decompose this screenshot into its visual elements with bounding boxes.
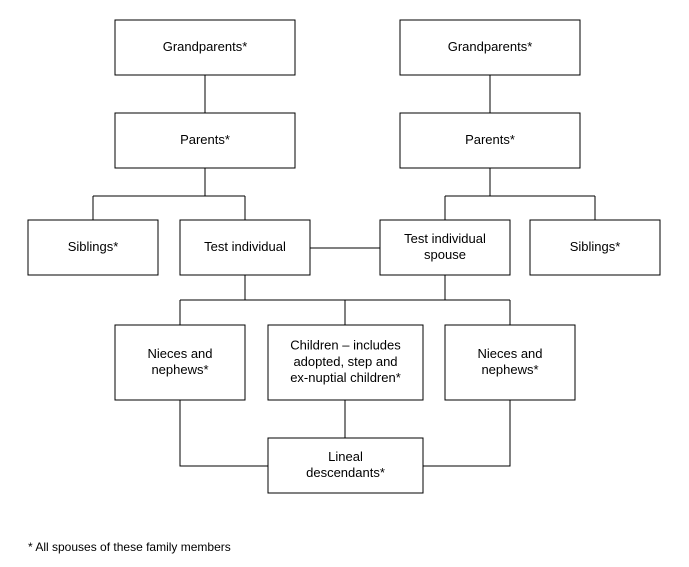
node-label: descendants* <box>306 465 385 480</box>
node-children: Children – includesadopted, step andex-n… <box>268 325 423 400</box>
node-label: Siblings* <box>68 239 119 254</box>
node-sib_l: Siblings* <box>28 220 158 275</box>
node-label: Test individual <box>204 239 286 254</box>
node-label: Children – includes <box>290 338 401 353</box>
node-par_r: Parents* <box>400 113 580 168</box>
node-nn_r: Nieces andnephews* <box>445 325 575 400</box>
node-nn_l: Nieces andnephews* <box>115 325 245 400</box>
node-label: Lineal <box>328 449 363 464</box>
node-label: Parents* <box>465 132 515 147</box>
node-ti_l: Test individual <box>180 220 310 275</box>
node-ti_r: Test individualspouse <box>380 220 510 275</box>
node-label: Grandparents* <box>448 39 533 54</box>
node-gp_l: Grandparents* <box>115 20 295 75</box>
node-label: spouse <box>424 247 466 262</box>
node-sib_r: Siblings* <box>530 220 660 275</box>
node-label: Siblings* <box>570 239 621 254</box>
footnote: * All spouses of these family members <box>28 540 231 554</box>
node-label: Parents* <box>180 132 230 147</box>
node-label: Nieces and <box>477 346 542 361</box>
node-label: adopted, step and <box>293 354 397 369</box>
node-label: ex-nuptial children* <box>290 370 401 385</box>
node-lineal: Linealdescendants* <box>268 438 423 493</box>
edge <box>423 400 510 466</box>
node-gp_r: Grandparents* <box>400 20 580 75</box>
node-par_l: Parents* <box>115 113 295 168</box>
node-label: Test individual <box>404 231 486 246</box>
node-label: nephews* <box>151 362 208 377</box>
node-label: Nieces and <box>147 346 212 361</box>
edge <box>180 400 268 466</box>
node-label: Grandparents* <box>163 39 248 54</box>
node-label: nephews* <box>481 362 538 377</box>
